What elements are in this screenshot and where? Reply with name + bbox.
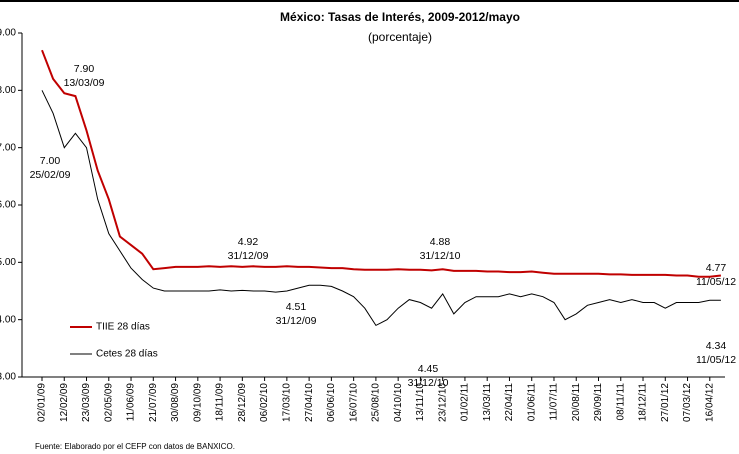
y-tick-label: 3.00 [0,372,16,383]
annotation: 31/12/10 [420,250,461,262]
x-tick-label: 27/04/10 [304,383,315,422]
x-tick-label: 07/03/12 [682,383,693,422]
annotation: 4.51 [286,301,307,313]
x-tick-label: 13/11/10 [415,383,426,422]
y-tick-label: 9.00 [0,28,16,39]
x-tick-label: 02/05/09 [103,383,114,422]
x-tick-label: 01/06/11 [526,383,537,422]
x-tick-label: 28/12/09 [237,383,248,422]
annotation: 31/12/09 [228,250,269,262]
x-tick-label: 18/11/09 [215,383,226,422]
series-line [41,49,722,278]
x-tick-label: 13/03/11 [482,383,493,422]
y-tick-label: 6.00 [0,200,16,211]
x-tick-label: 06/02/10 [259,383,270,422]
annotation: 11/05/12 [696,354,736,366]
annotation: 4.34 [706,340,727,352]
annotation: 13/03/09 [64,77,105,89]
annotation: 31/12/10 [408,377,449,389]
y-tick-label: 7.00 [0,142,16,153]
annotation: 7.00 [40,155,61,167]
annotation: 4.77 [706,262,727,274]
annotation: 4.45 [418,363,439,375]
y-tick-label: 4.00 [0,314,16,325]
annotation: 7.90 [74,63,95,75]
x-tick-label: 06/06/10 [326,383,337,422]
x-tick-label: 30/08/09 [170,383,181,422]
chart-subtitle: (porcentaje) [368,30,432,44]
x-tick-label: 08/11/11 [615,383,626,421]
x-tick-label: 02/01/09 [37,383,48,422]
x-tick-label: 21/07/09 [148,383,159,422]
x-tick-label: 16/04/12 [704,383,715,422]
x-tick-label: 23/03/09 [81,383,92,422]
annotation: 11/05/12 [696,276,736,288]
x-tick-label: 18/12/11 [638,383,649,422]
legend-label: TIIE 28 días [96,322,150,333]
x-tick-label: 01/02/11 [460,383,471,422]
x-tick-label: 11/07/11 [549,383,560,421]
x-tick-label: 22/04/11 [504,383,515,422]
annotation: 4.92 [238,236,259,248]
annotation: 25/02/09 [30,169,71,181]
chart-title: México: Tasas de Interés, 2009-2012/mayo [280,10,520,24]
source-note: Fuente: Elaborado por el CEFP con datos … [35,442,235,451]
series-line [41,90,721,327]
x-tick-label: 29/09/11 [593,383,604,422]
x-tick-label: 11/06/09 [126,383,137,422]
x-tick-label: 16/07/10 [348,383,359,422]
annotation: 31/12/09 [276,315,317,327]
legend-label: Cetes 28 días [96,349,158,360]
y-tick-label: 5.00 [0,257,16,268]
x-tick-label: 23/12/10 [437,383,448,422]
x-tick-label: 09/10/09 [192,383,203,422]
x-tick-label: 12/02/09 [59,383,70,422]
x-tick-label: 25/08/10 [371,383,382,422]
x-tick-label: 04/10/10 [393,383,404,422]
x-tick-label: 17/03/10 [282,383,293,422]
y-tick-label: 8.00 [0,85,16,96]
x-tick-label: 20/08/11 [571,383,582,422]
annotation: 4.88 [430,236,451,248]
x-tick-label: 27/01/12 [660,383,671,422]
